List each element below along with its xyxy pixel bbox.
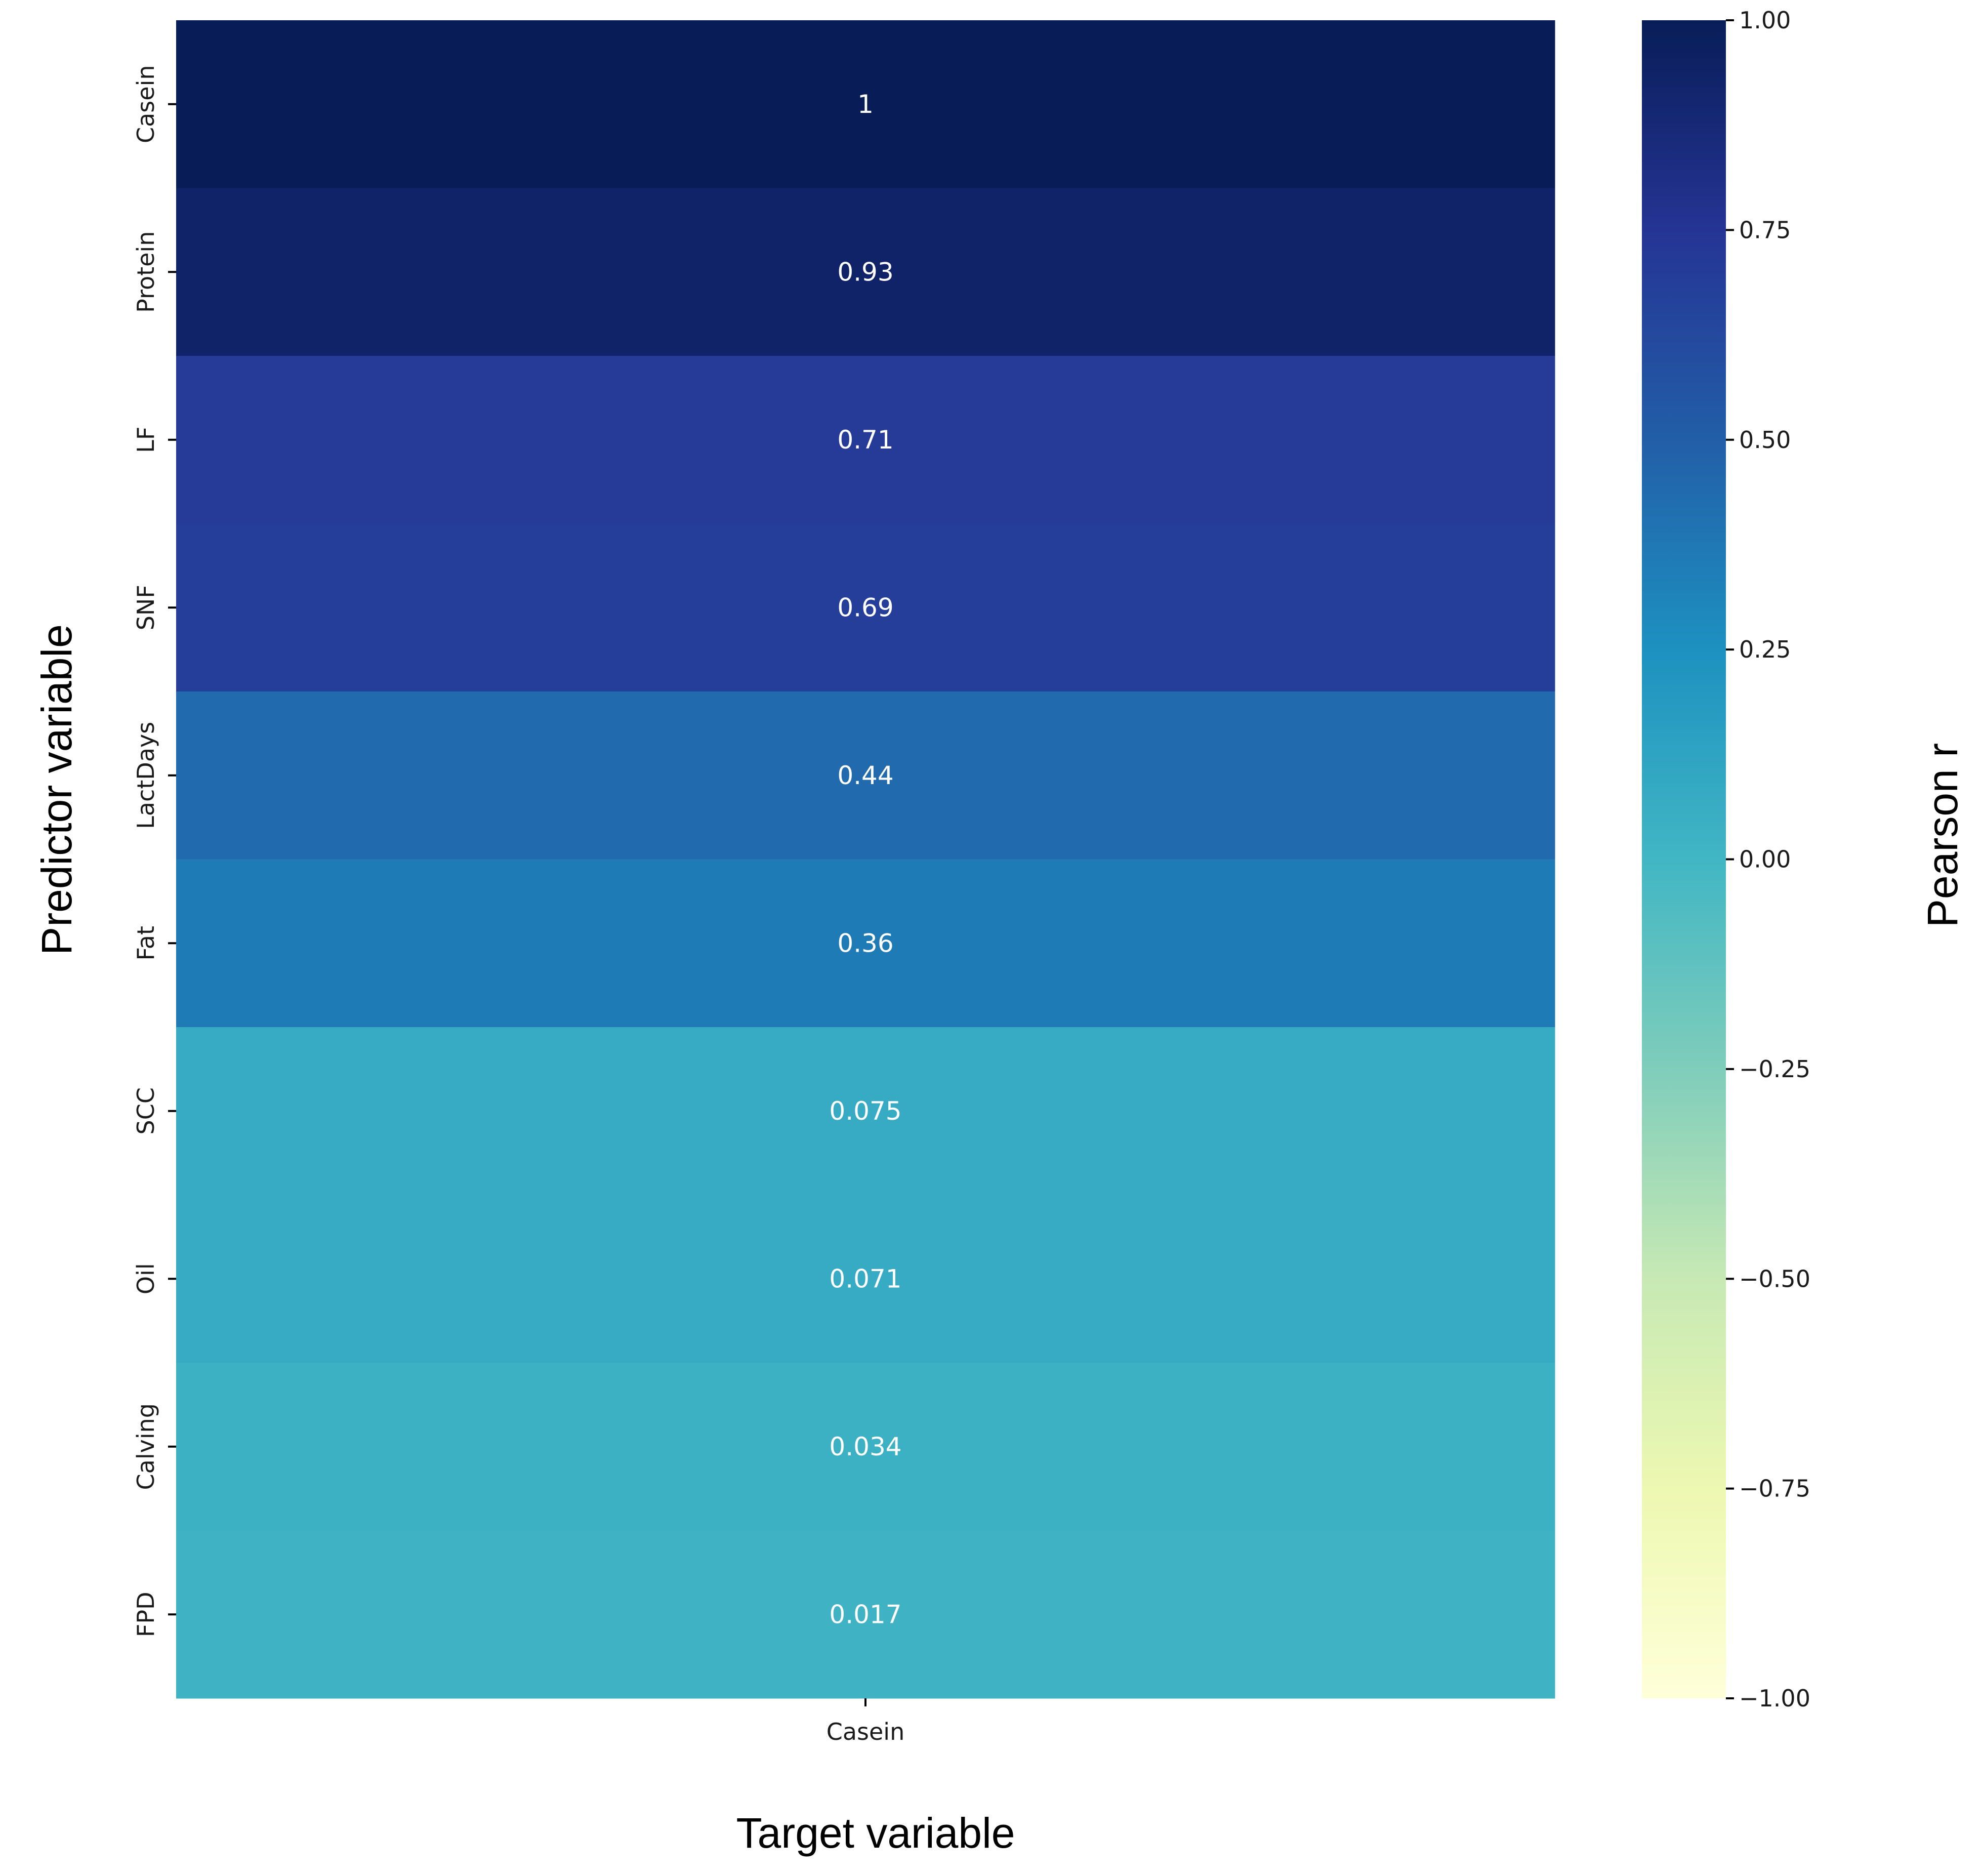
y-tick-label-fpd: FPD	[132, 1592, 159, 1637]
colorbar-tick-label: 0.50	[1739, 426, 1791, 454]
cell-value-label-fat: 0.36	[837, 928, 893, 958]
cell-value-label-calving: 0.034	[829, 1432, 901, 1461]
cell-value-label-scc: 0.075	[829, 1096, 901, 1126]
heatmap-cells	[176, 20, 1555, 1699]
x-axis: Casein	[827, 1698, 905, 1745]
cell-value-label-casein: 1	[857, 90, 874, 119]
cell-value-label-lf: 0.71	[837, 425, 893, 455]
cell-value-label-protein: 0.93	[837, 257, 893, 287]
cell-value-label-fpd: 0.017	[829, 1600, 901, 1629]
colorbar-tick-label: −0.50	[1739, 1265, 1810, 1292]
heatmap-cell-calving-casein	[176, 1363, 1555, 1531]
heatmap-cell-snf-casein	[176, 523, 1555, 692]
heatmap-cell-labels: 1 0.93 0.71 0.69 0.44 0.36 0.075 0.071 0.034 0.01…	[829, 90, 901, 1629]
heatmap-cell-lactdays-casein	[176, 691, 1555, 860]
colorbar-gradient	[1642, 20, 1726, 1698]
y-tick-label-oil: Oil	[132, 1263, 159, 1294]
heatmap-cell-casein-casein	[176, 20, 1555, 188]
colorbar-tick-label: 1.00	[1739, 7, 1791, 34]
y-tick-label-lf: LF	[132, 427, 159, 453]
heatmap-cell-oil-casein	[176, 1195, 1555, 1363]
colorbar-tick-label: −0.25	[1739, 1055, 1810, 1083]
y-axis: Casein Protein LF SNF LactDays Fat SCC Oil Calvi…	[132, 65, 176, 1637]
y-axis-title: Predictor variable	[33, 624, 80, 955]
colorbar-tick-label: −1.00	[1739, 1685, 1810, 1712]
cell-value-label-lactdays: 0.44	[837, 761, 893, 790]
heatmap-cell-protein-casein	[176, 188, 1555, 356]
y-tick-label-casein: Casein	[132, 65, 159, 143]
colorbar-tick-label: 0.75	[1739, 216, 1791, 243]
y-tick-label-snf: SNF	[132, 585, 159, 630]
colorbar-tick-label: 0.25	[1739, 636, 1791, 663]
heatmap-cell-fat-casein	[176, 859, 1555, 1028]
cell-value-label-oil: 0.071	[829, 1264, 901, 1293]
cell-value-label-snf: 0.69	[837, 593, 893, 622]
heatmap-cell-fpd-casein	[176, 1530, 1555, 1699]
y-tick-label-fat: Fat	[132, 926, 159, 960]
x-axis-title: Target variable	[736, 1809, 1015, 1857]
colorbar-tick-label: 0.00	[1739, 846, 1791, 873]
y-tick-label-calving: Calving	[132, 1403, 159, 1490]
y-tick-label-lactdays: LactDays	[132, 722, 159, 829]
colorbar: 1.00 0.75 0.50 0.25 0.00 −0.25 −0.50 −0.75 −1.00	[1642, 7, 1810, 1712]
heatmap-cell-lf-casein	[176, 356, 1555, 524]
y-tick-label-scc: SCC	[132, 1087, 159, 1134]
colorbar-tick-label: −0.75	[1739, 1475, 1810, 1502]
y-tick-label-protein: Protein	[132, 231, 159, 313]
heatmap-cell-scc-casein	[176, 1027, 1555, 1195]
x-tick-label-casein: Casein	[827, 1718, 905, 1745]
colorbar-title: Pearson r	[1919, 743, 1966, 927]
